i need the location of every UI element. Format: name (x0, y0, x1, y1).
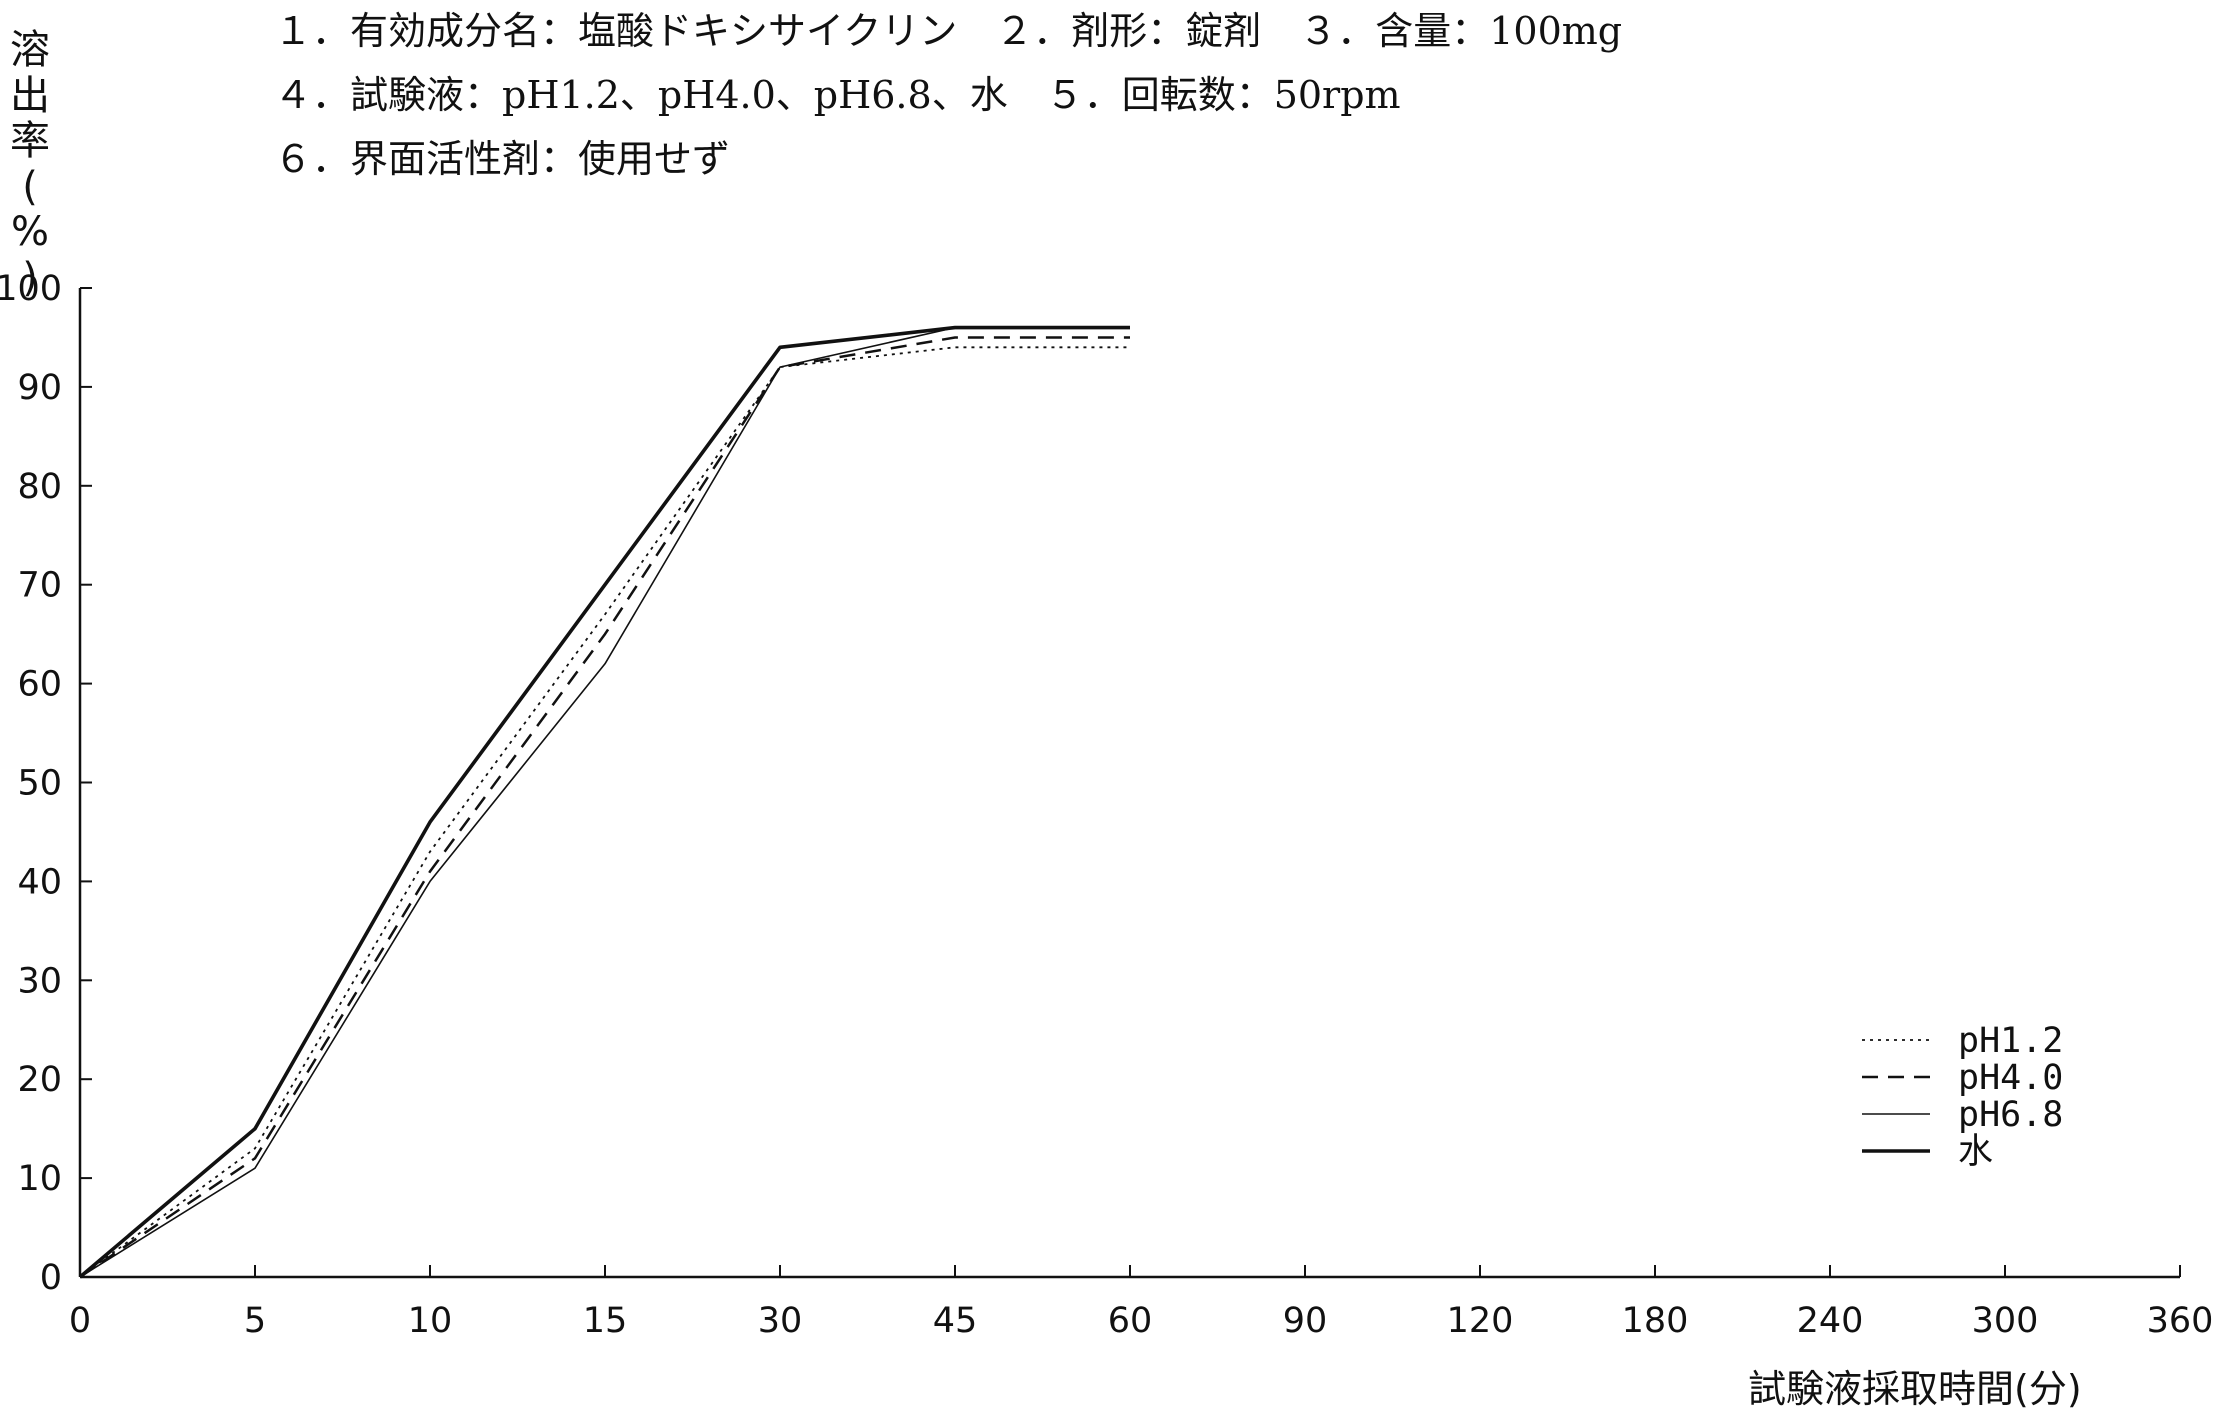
y-tick-label: 70 (17, 566, 62, 606)
y-tick-label: 40 (17, 862, 62, 902)
x-tick-label: 360 (2147, 1301, 2214, 1341)
x-tick-label: 120 (1447, 1301, 1514, 1341)
x-axis-ticks: 0 5 10 15 30 45 60 90 120 180 240 300 360 (69, 1265, 2214, 1341)
x-tick-label: 300 (1972, 1301, 2039, 1341)
condition-line-1: １．有効成分名：塩酸ドキシサイクリン ２．剤形：錠剤 ３．含量：100mg (274, 9, 1623, 53)
y-axis-title: 溶出率(%) (8, 27, 52, 302)
x-tick-label: 15 (583, 1301, 628, 1341)
y-tick-label: 80 (17, 467, 62, 507)
series-lines (78, 325, 1130, 1279)
x-tick-label: 0 (69, 1301, 91, 1341)
y-tick-label: 30 (17, 961, 62, 1001)
series-line-pH4.0 (79, 336, 1130, 1279)
y-axis-title-char: % (10, 209, 49, 256)
legend-label: 水 (1958, 1132, 1993, 1172)
y-axis-title-char: 出 (10, 72, 50, 119)
chart-axes (78, 288, 2180, 1279)
y-tick-label: 10 (17, 1159, 62, 1199)
y-tick-label: 100 (0, 269, 62, 309)
y-tick-label: 60 (17, 665, 62, 705)
y-tick-label: 0 (40, 1258, 62, 1298)
condition-line-2: ４．試験液：pH1.2、pH4.0、pH6.8、水 ５．回転数：50rpm (274, 73, 1401, 117)
x-tick-label: 10 (408, 1301, 453, 1341)
x-tick-label: 90 (1283, 1301, 1328, 1341)
legend-label: pH4.0 (1958, 1058, 2063, 1098)
x-tick-label: 5 (244, 1301, 266, 1341)
x-axis-title: 試験液採取時間(分) (1748, 1367, 2082, 1411)
legend-label: pH1.2 (1958, 1021, 2063, 1061)
y-tick-label: 90 (17, 368, 62, 408)
y-axis-title-char: ) (22, 254, 38, 301)
y-tick-label: 20 (17, 1060, 62, 1100)
y-axis-title-char: ( (22, 163, 38, 210)
x-tick-label: 60 (1108, 1301, 1153, 1341)
y-axis-title-char: 率 (10, 118, 50, 165)
series-line-水 (78, 325, 1130, 1279)
legend-label: pH6.8 (1958, 1095, 2063, 1135)
condition-line-3: ６．界面活性剤：使用せず (274, 137, 731, 181)
series-line-pH6.8 (79, 326, 1130, 1278)
x-tick-label: 180 (1622, 1301, 1689, 1341)
x-tick-label: 45 (933, 1301, 978, 1341)
series-line-pH1.2 (79, 346, 1130, 1278)
y-tick-label: 50 (17, 764, 62, 804)
x-tick-label: 240 (1797, 1301, 1864, 1341)
x-tick-label: 30 (758, 1301, 803, 1341)
y-axis-title-char: 溶 (10, 27, 50, 73)
y-axis-ticks: 0 10 20 30 40 50 60 70 80 90 100 (0, 269, 92, 1298)
